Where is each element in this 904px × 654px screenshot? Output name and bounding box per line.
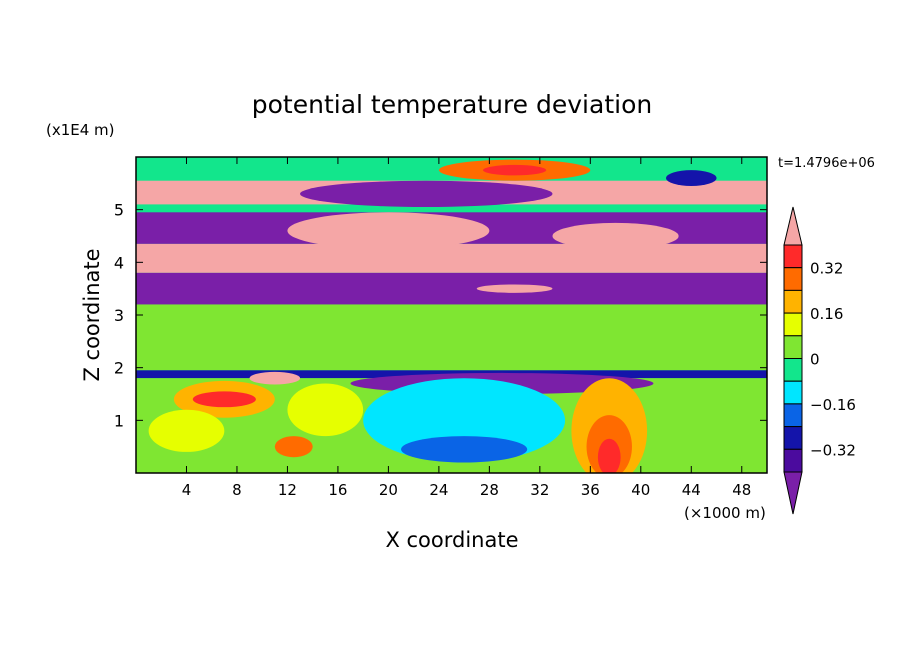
y-tick-label: 1 — [114, 411, 124, 430]
x-tick-label: 48 — [732, 481, 751, 499]
y-tick-label: 5 — [114, 201, 124, 220]
heatmap-feature — [300, 180, 553, 208]
heatmap-feature — [274, 436, 313, 458]
colorbar-box — [783, 380, 803, 405]
heatmap-band — [136, 304, 767, 371]
heatmap-feature — [287, 212, 490, 250]
y-unit-label: (x1E4 m) — [46, 121, 115, 139]
x-tick-label: 40 — [631, 481, 650, 499]
colorbar-box — [783, 289, 803, 314]
chart-title: potential temperature deviation — [252, 90, 652, 119]
heatmap-feature — [597, 438, 621, 473]
x-tick-label: 36 — [581, 481, 600, 499]
y-tick-label: 2 — [114, 359, 124, 378]
colorbar-tick-label: −0.16 — [810, 396, 856, 414]
colorbar-tick-label: 0 — [810, 351, 820, 369]
features-layer — [148, 159, 717, 473]
colorbar-box — [783, 267, 803, 291]
heatmap-feature — [148, 409, 225, 452]
x-tick-label: 32 — [530, 481, 549, 499]
heatmap-feature — [476, 284, 553, 293]
x-tick-label: 24 — [429, 481, 448, 499]
y-tick-label: 3 — [114, 306, 124, 325]
y-axis-label: Z coordinate — [80, 248, 104, 381]
heatmap-band — [136, 243, 767, 273]
x-unit-label: (×1000 m) — [684, 504, 766, 522]
heatmap-feature — [666, 170, 717, 186]
x-tick-label: 44 — [682, 481, 701, 499]
heatmap-feature — [483, 164, 547, 176]
x-tick-label: 8 — [232, 481, 242, 499]
heatmap-feature — [249, 371, 301, 385]
colorbar-box — [783, 403, 803, 428]
time-label: t=1.4796e+06 — [778, 156, 875, 171]
heatmap-feature — [401, 436, 528, 463]
colorbar-box — [783, 335, 803, 359]
colorbar-tick-label: 0.16 — [810, 305, 843, 323]
colorbar-under-triangle — [783, 471, 803, 515]
colorbar-box — [783, 358, 803, 382]
x-tick-label: 28 — [480, 481, 499, 499]
x-tick-label: 4 — [182, 481, 192, 499]
y-axis-ticks: 1 2 3 4 5 — [114, 201, 767, 430]
colorbar-box — [783, 426, 803, 450]
plot-area — [136, 157, 767, 473]
heatmap-feature — [552, 222, 679, 250]
heatmap-feature — [287, 383, 364, 437]
colorbar-over-triangle — [783, 206, 803, 246]
x-axis-ticks: 4 8 12 16 20 24 28 32 36 40 44 48 — [182, 157, 751, 499]
colorbar-tick-label: −0.32 — [810, 441, 856, 459]
colorbar-tick-label: 0.32 — [810, 260, 843, 278]
x-tick-label: 12 — [278, 481, 297, 499]
y-tick-label: 4 — [114, 253, 124, 272]
colorbar-box — [783, 448, 803, 473]
colorbar-labels: 0.32 0.16 0 −0.16 −0.32 — [810, 260, 856, 460]
colorbar-box — [783, 244, 803, 269]
x-axis-label: X coordinate — [385, 528, 518, 552]
colorbar — [783, 206, 803, 515]
heatmap-feature — [192, 391, 256, 408]
x-tick-label: 20 — [379, 481, 398, 499]
colorbar-box — [783, 312, 803, 337]
heatmap-band — [136, 272, 767, 305]
x-tick-label: 16 — [328, 481, 347, 499]
